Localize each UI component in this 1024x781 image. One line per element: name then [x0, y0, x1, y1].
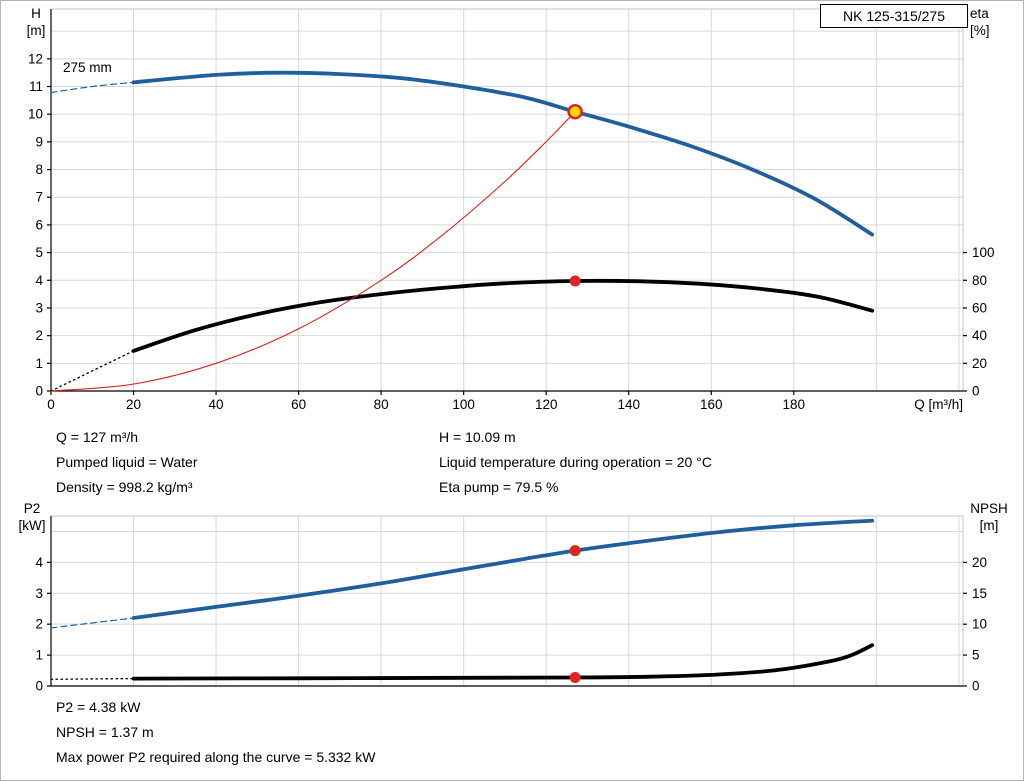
svg-text:40: 40	[209, 397, 224, 412]
svg-text:160: 160	[700, 397, 723, 412]
svg-text:1: 1	[35, 356, 43, 371]
svg-text:120: 120	[535, 397, 558, 412]
svg-text:180: 180	[783, 397, 806, 412]
npsh-curve-leadin	[50, 677, 135, 680]
svg-text:4: 4	[35, 273, 43, 288]
head-curve	[131, 70, 875, 237]
eta-axis-label-line2: [%]	[970, 23, 990, 38]
h-axis-label-line1: H	[31, 6, 41, 21]
h-axis-label: H [m]	[21, 5, 51, 39]
svg-text:3: 3	[35, 300, 43, 315]
duty-info-right: H = 10.09 m Liquid temperature during op…	[439, 425, 712, 500]
eta-point	[569, 275, 581, 287]
svg-text:Q [m³/h]: Q [m³/h]	[914, 397, 963, 412]
eta-curve	[131, 278, 875, 353]
npsh-curve	[131, 643, 875, 681]
info-eta-pump: Eta pump = 79.5 %	[439, 479, 559, 495]
svg-text:2: 2	[35, 617, 43, 632]
svg-text:80: 80	[972, 273, 987, 288]
svg-text:11: 11	[29, 79, 43, 94]
info-pumped-liquid: Pumped liquid = Water	[56, 454, 198, 470]
p2-curve-leadin	[50, 617, 135, 629]
svg-text:140: 140	[617, 397, 640, 412]
npsh-point	[569, 672, 581, 684]
info-density: Density = 998.2 kg/m³	[56, 479, 193, 495]
svg-text:7: 7	[35, 190, 43, 205]
svg-text:4: 4	[35, 555, 43, 570]
svg-text:0: 0	[35, 679, 43, 694]
eta-axis-label-line1: eta	[970, 6, 989, 21]
svg-text:8: 8	[35, 162, 43, 177]
svg-text:20: 20	[972, 356, 987, 371]
svg-text:5: 5	[35, 245, 43, 260]
svg-text:0: 0	[47, 397, 55, 412]
svg-text:100: 100	[972, 245, 995, 260]
svg-text:1: 1	[35, 648, 43, 663]
svg-text:60: 60	[291, 397, 306, 412]
svg-text:12: 12	[28, 51, 43, 66]
duty-info-left: Q = 127 m³/h Pumped liquid = Water Densi…	[56, 425, 198, 500]
svg-text:100: 100	[452, 397, 475, 412]
pump-type-badge: NK 125-315/275	[820, 4, 968, 28]
npsh-axis-label: NPSH [m]	[962, 500, 1016, 534]
eta-axis-label: eta [%]	[970, 5, 1016, 39]
impeller-diameter-label: 275 mm	[63, 60, 112, 75]
info-head: H = 10.09 m	[439, 429, 516, 445]
svg-text:5: 5	[972, 648, 980, 663]
svg-text:20: 20	[972, 555, 987, 570]
head-curve-leadin	[50, 81, 135, 94]
svg-text:20: 20	[126, 397, 141, 412]
svg-text:0: 0	[972, 679, 980, 694]
h-axis-label-line2: [m]	[26, 23, 46, 38]
p2-npsh-chart: 0 1 2 3 4 0 5 10 15 20	[35, 515, 987, 694]
p2-curve	[131, 518, 875, 620]
duty-parabola	[50, 111, 576, 392]
svg-text:0: 0	[972, 384, 980, 399]
svg-text:40: 40	[972, 328, 987, 343]
svg-text:10: 10	[972, 617, 987, 632]
svg-text:60: 60	[972, 300, 987, 315]
p2-point	[569, 545, 581, 557]
svg-text:3: 3	[35, 586, 43, 601]
svg-text:6: 6	[35, 217, 43, 232]
power-info: P2 = 4.38 kW NPSH = 1.37 m Max power P2 …	[56, 695, 375, 770]
p2-axis-label-line1: P2	[23, 501, 41, 516]
svg-text:80: 80	[374, 397, 389, 412]
svg-text:9: 9	[35, 134, 43, 149]
info-flow: Q = 127 m³/h	[56, 429, 139, 445]
npsh-axis-label-line2: [m]	[979, 518, 999, 533]
svg-text:2: 2	[35, 328, 43, 343]
info-liquid-temperature: Liquid temperature during operation = 20…	[439, 454, 712, 470]
info-npsh: NPSH = 1.37 m	[56, 724, 154, 740]
svg-text:0: 0	[35, 384, 43, 399]
svg-text:15: 15	[972, 586, 987, 601]
p2-axis-label-line2: [kW]	[18, 518, 46, 533]
npsh-axis-label-line1: NPSH	[970, 501, 1008, 516]
duty-point	[567, 103, 583, 120]
p2-axis-label: P2 [kW]	[14, 500, 50, 534]
info-p2: P2 = 4.38 kW	[56, 699, 141, 715]
svg-text:10: 10	[28, 107, 43, 122]
info-max-power: Max power P2 required along the curve = …	[56, 749, 376, 765]
eta-curve-leadin	[50, 350, 135, 392]
